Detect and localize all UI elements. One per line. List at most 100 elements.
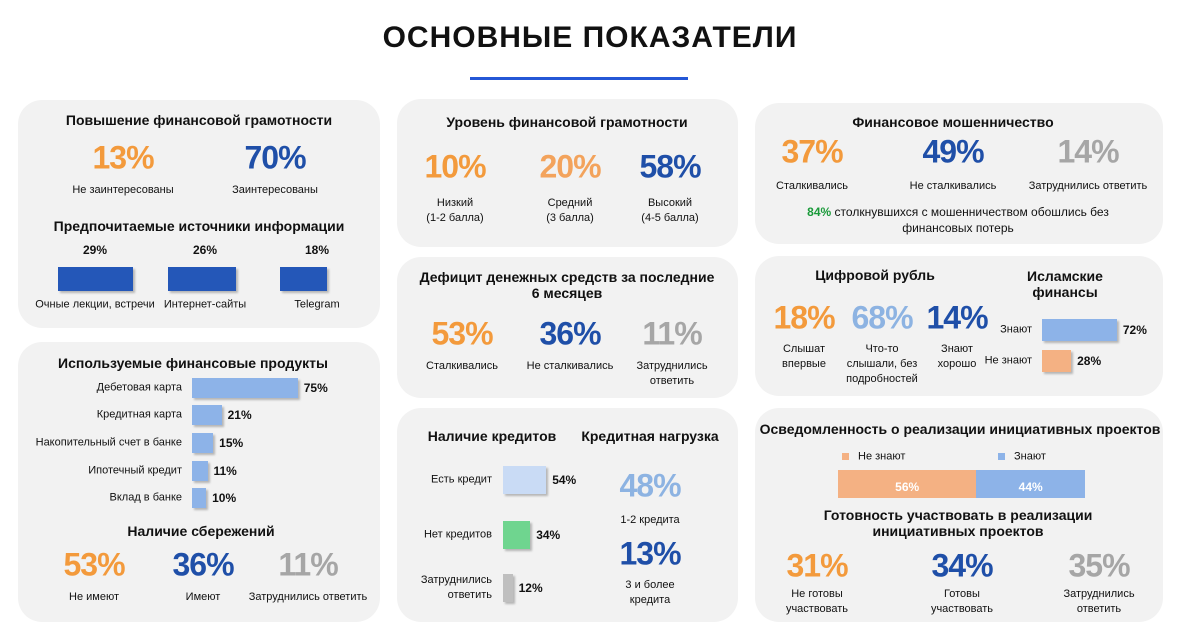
bar-value: 10%: [212, 491, 237, 505]
stat-label: Затруднились ответить: [248, 591, 368, 603]
stat-label: Не сталкивались: [909, 180, 997, 192]
bar-value: 28%: [1077, 354, 1102, 368]
card-title: Готовность участвовать в реализации иниц…: [823, 507, 1093, 539]
bar: [192, 378, 298, 398]
bar-value: 21%: [227, 408, 252, 422]
stat-value: 48%: [619, 467, 681, 504]
stat-value: 20%: [539, 148, 601, 185]
bar-label: Нет кредитов: [423, 528, 492, 541]
bar: [1042, 319, 1117, 341]
stat-label: 1-2 кредита: [620, 514, 680, 526]
stat-value: 11%: [642, 315, 702, 352]
stat-value: 70%: [244, 139, 306, 176]
bar: [58, 267, 134, 291]
card-title: Дефицит денежных средств за последние 6 …: [419, 269, 715, 301]
bar: [503, 466, 547, 494]
stat-value: 68%: [851, 299, 913, 336]
segment: [976, 470, 1085, 498]
legend-swatch: [842, 453, 849, 460]
card-title: Наличие сбережений: [127, 523, 275, 539]
bar-label: Накопительный счет в банке: [35, 436, 182, 449]
segment: [838, 470, 977, 498]
card-title: Уровень финансовой грамотности: [446, 114, 688, 130]
note-text: столкнувшихся с мошенничеством обошлись …: [834, 204, 1109, 235]
stat-label: Имеют: [185, 591, 221, 603]
stat-value: 14%: [1057, 133, 1119, 170]
bar-value: 26%: [192, 243, 218, 257]
bar-value: 72%: [1122, 323, 1147, 337]
card-title: Кредитная нагрузка: [581, 428, 719, 444]
bar: [1042, 350, 1072, 372]
stat-label: Не имеют: [69, 591, 119, 603]
bar-label: Telegram: [294, 298, 340, 311]
stat-value: 14%: [926, 299, 988, 336]
card-title: Финансовое мошенничество: [852, 114, 1054, 130]
stat-value: 36%: [539, 315, 601, 352]
bar-label: Вклад в банке: [109, 491, 182, 504]
stat-label: Высокий (4-5 балла): [641, 197, 699, 224]
bar: [192, 461, 208, 481]
card-title: Цифровой рубль: [815, 267, 935, 283]
card-title: Исламские финансы: [1027, 268, 1103, 300]
bar: [503, 521, 531, 549]
stat-value: 53%: [431, 315, 493, 352]
legend-swatch: [998, 453, 1005, 460]
stat-label: Готовы участвовать: [930, 588, 994, 615]
bar-label: Не знают: [984, 354, 1032, 367]
stat-label: Затруднились ответить: [636, 360, 708, 387]
stat-label: Затруднились ответить: [1063, 588, 1135, 615]
bar: [503, 574, 513, 602]
bar-value: 18%: [304, 243, 330, 257]
note-value: 84%: [807, 204, 832, 219]
card-title: Повышение финансовой грамотности: [65, 112, 333, 128]
stat-label: Не готовы участвовать: [785, 588, 849, 615]
stat-value: 58%: [639, 148, 701, 185]
stat-label: Заинтересованы: [232, 184, 318, 196]
card-title: Предпочитаемые источники информации: [53, 218, 345, 234]
stat-label: Слышат впервые: [782, 343, 826, 370]
bar-label: Очные лекции, встречи: [35, 298, 155, 311]
legend-label: Не знают: [858, 450, 906, 463]
segment-value: 44%: [1018, 480, 1043, 494]
bar: [192, 405, 222, 425]
stat-label: Знают хорошо: [937, 343, 977, 370]
stat-value: 10%: [424, 148, 486, 185]
bar: [192, 433, 214, 453]
bar-value: 29%: [82, 243, 108, 257]
stat-value: 53%: [63, 546, 125, 583]
stat-value: 49%: [922, 133, 984, 170]
stat-value: 13%: [619, 535, 681, 572]
title-underline: [470, 77, 688, 80]
bar: [168, 267, 236, 291]
stat-label: Что-то слышали, без подробностей: [846, 343, 918, 385]
legend-label: Знают: [1014, 450, 1046, 463]
card: [18, 100, 380, 328]
stat-label: Затруднились ответить: [1028, 180, 1148, 192]
stat-value: 18%: [773, 299, 835, 336]
stat-label: Средний (3 балла): [546, 197, 594, 224]
bar-label: Есть кредит: [431, 473, 492, 486]
stat-value: 34%: [931, 547, 993, 584]
bar-label: Интернет-сайты: [163, 298, 247, 311]
bar: [280, 267, 327, 291]
card: [755, 408, 1163, 622]
note: 84% столкнувшихся с мошенничеством обошл…: [793, 204, 1123, 236]
stat-value: 11%: [278, 546, 338, 583]
bar-value: 15%: [219, 436, 244, 450]
stat-value: 13%: [92, 139, 154, 176]
stat-value: 31%: [786, 547, 848, 584]
stat-label: 3 и более кредита: [625, 579, 675, 606]
card-title: Используемые финансовые продукты: [58, 355, 328, 371]
bar-value: 54%: [552, 473, 577, 487]
page-title: ОСНОВНЫЕ ПОКАЗАТЕЛИ: [382, 21, 798, 54]
stat-value: 35%: [1068, 547, 1130, 584]
stat-label: Сталкивались: [426, 360, 498, 372]
bar-label: Знают: [1000, 323, 1032, 336]
bar: [192, 488, 207, 508]
stat-label: Не заинтересованы: [72, 184, 174, 196]
bar-value: 75%: [303, 381, 328, 395]
bar-value: 11%: [213, 464, 237, 478]
bar-label: Дебетовая карта: [96, 381, 182, 394]
bar-label: Затруднились ответить: [420, 574, 492, 601]
segment-value: 56%: [895, 480, 920, 494]
